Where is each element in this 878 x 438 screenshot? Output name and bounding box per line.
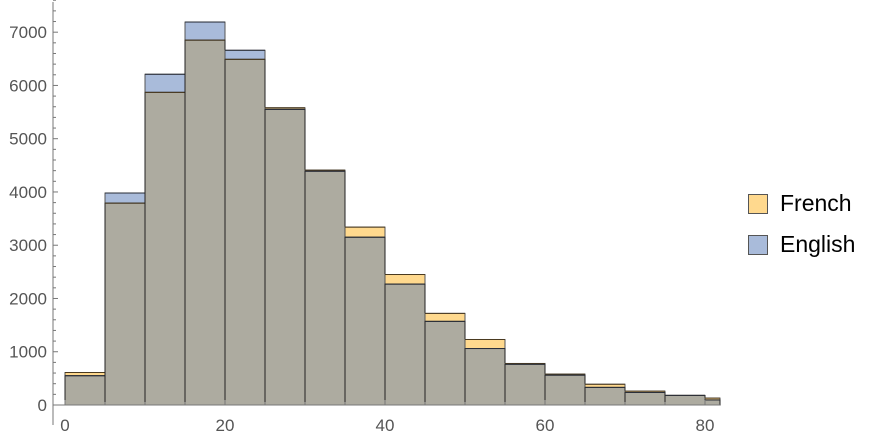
bars-layer (64, 21, 721, 406)
y-tick-label: 4000 (9, 183, 47, 202)
overlap-bar (624, 391, 666, 406)
overlap-bar (584, 386, 626, 406)
legend-label-english: English (780, 231, 856, 257)
overlap-bar (144, 91, 186, 406)
french-excess-bar (384, 274, 426, 285)
y-tick-label: 7000 (9, 23, 47, 42)
legend-item-english: English (748, 224, 855, 265)
x-tick-label: 80 (696, 416, 715, 435)
y-tick-label: 2000 (9, 289, 47, 308)
x-tick-label: 60 (536, 416, 555, 435)
overlap-bar (704, 399, 721, 406)
overlap-bar (304, 170, 346, 406)
french-excess-bar (424, 312, 466, 322)
legend-swatch-french (748, 193, 768, 214)
y-tick-label: 1000 (9, 343, 47, 362)
english-excess-bar (144, 73, 186, 93)
y-tick-label: 0 (38, 396, 47, 415)
overlap-bar (544, 374, 586, 406)
overlap-bar (664, 394, 706, 406)
legend: French English (748, 183, 855, 265)
french-excess-bar (464, 338, 506, 350)
legend-item-french: French (748, 183, 855, 224)
overlap-bar (184, 39, 226, 406)
english-excess-bar (104, 192, 146, 204)
english-excess-bar (224, 49, 266, 60)
overlap-bar (464, 348, 506, 406)
y-tick-label: 6000 (9, 76, 47, 95)
y-tick-label: 3000 (9, 236, 47, 255)
overlap-bar (264, 108, 306, 406)
overlap-bar (224, 58, 266, 406)
overlap-bar (344, 236, 386, 406)
overlap-bar (64, 375, 106, 406)
english-excess-bar (184, 21, 226, 41)
legend-label-french: French (780, 190, 852, 216)
y-tick-label: 5000 (9, 130, 47, 149)
legend-swatch-english (748, 234, 768, 255)
french-excess-bar (344, 226, 386, 238)
overlap-bar (384, 283, 426, 406)
x-tick-label: 20 (216, 416, 235, 435)
overlap-bar (424, 320, 466, 406)
axes-layer: 0 1000 2000 3000 4000 5000 6000 7000 0 20 40 60 80 (9, 0, 720, 435)
x-tick-label: 40 (376, 416, 395, 435)
x-tick-label: 0 (60, 416, 69, 435)
overlap-bar (504, 363, 546, 406)
overlap-bar (104, 202, 146, 406)
